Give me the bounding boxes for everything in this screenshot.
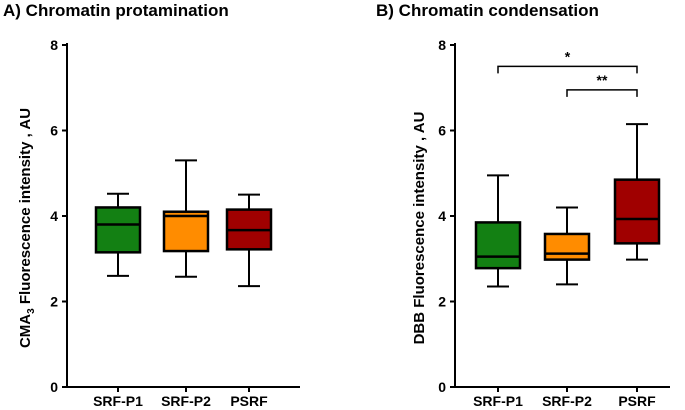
bracket-line [566,89,638,97]
y-tick-label: 2 [50,294,58,310]
y-axis-label: CMA3 Fluorescence intensity , AU [17,108,37,348]
x-tick-label: SRF-P1 [93,393,143,409]
y-axis-label-main: DBB Fluorescence intensity , AU [411,112,428,345]
significance-bracket: * [497,48,638,74]
y-axis-label-rest: Fluorescence intensity , AU [17,108,34,308]
x-tick-label: SRF-P2 [161,393,211,409]
x-tick-label: PSRF [230,393,268,409]
significance-label: * [565,48,571,64]
significance-bracket: ** [566,72,638,97]
box-psrf [225,193,273,288]
y-tick-label: 6 [438,123,446,139]
panel-a: A) Chromatin protamination CMA3 Fluoresce… [3,1,300,409]
bracket-line [497,65,638,74]
y-tick-label: 8 [438,37,446,53]
y-tick-label: 0 [50,379,58,395]
iqr-box [162,210,210,253]
x-tick-label: SRF-P1 [473,393,523,409]
y-tick-label: 4 [438,208,446,224]
y-axis-label: DBB Fluorescence intensity , AU [411,112,428,345]
iqr-box [543,232,591,261]
y-tick-label: 2 [438,294,446,310]
y-axis-label-main: CMA [17,314,34,348]
y-tick-label: 6 [50,123,58,139]
box-srf-p2 [543,206,591,286]
y-axis-label-sub: 3 [26,308,37,314]
x-tick-label: PSRF [618,393,656,409]
y-tick-label: 0 [438,379,446,395]
box-srf-p1 [474,174,522,288]
iqr-box [613,178,661,245]
panel-title: B) Chromatin condensation [376,1,599,20]
y-tick-label: 8 [50,37,58,53]
iqr-box [94,206,142,254]
significance-label: ** [597,72,608,88]
iqr-box [474,221,522,270]
panel-title: A) Chromatin protamination [3,1,229,20]
panel-b: B) Chromatin condensation DBB Fluorescenc… [376,1,670,409]
box-psrf [613,123,661,261]
box-srf-p1 [94,192,142,277]
box-srf-p2 [162,159,210,278]
y-tick-label: 4 [50,208,58,224]
x-tick-label: SRF-P2 [542,393,592,409]
